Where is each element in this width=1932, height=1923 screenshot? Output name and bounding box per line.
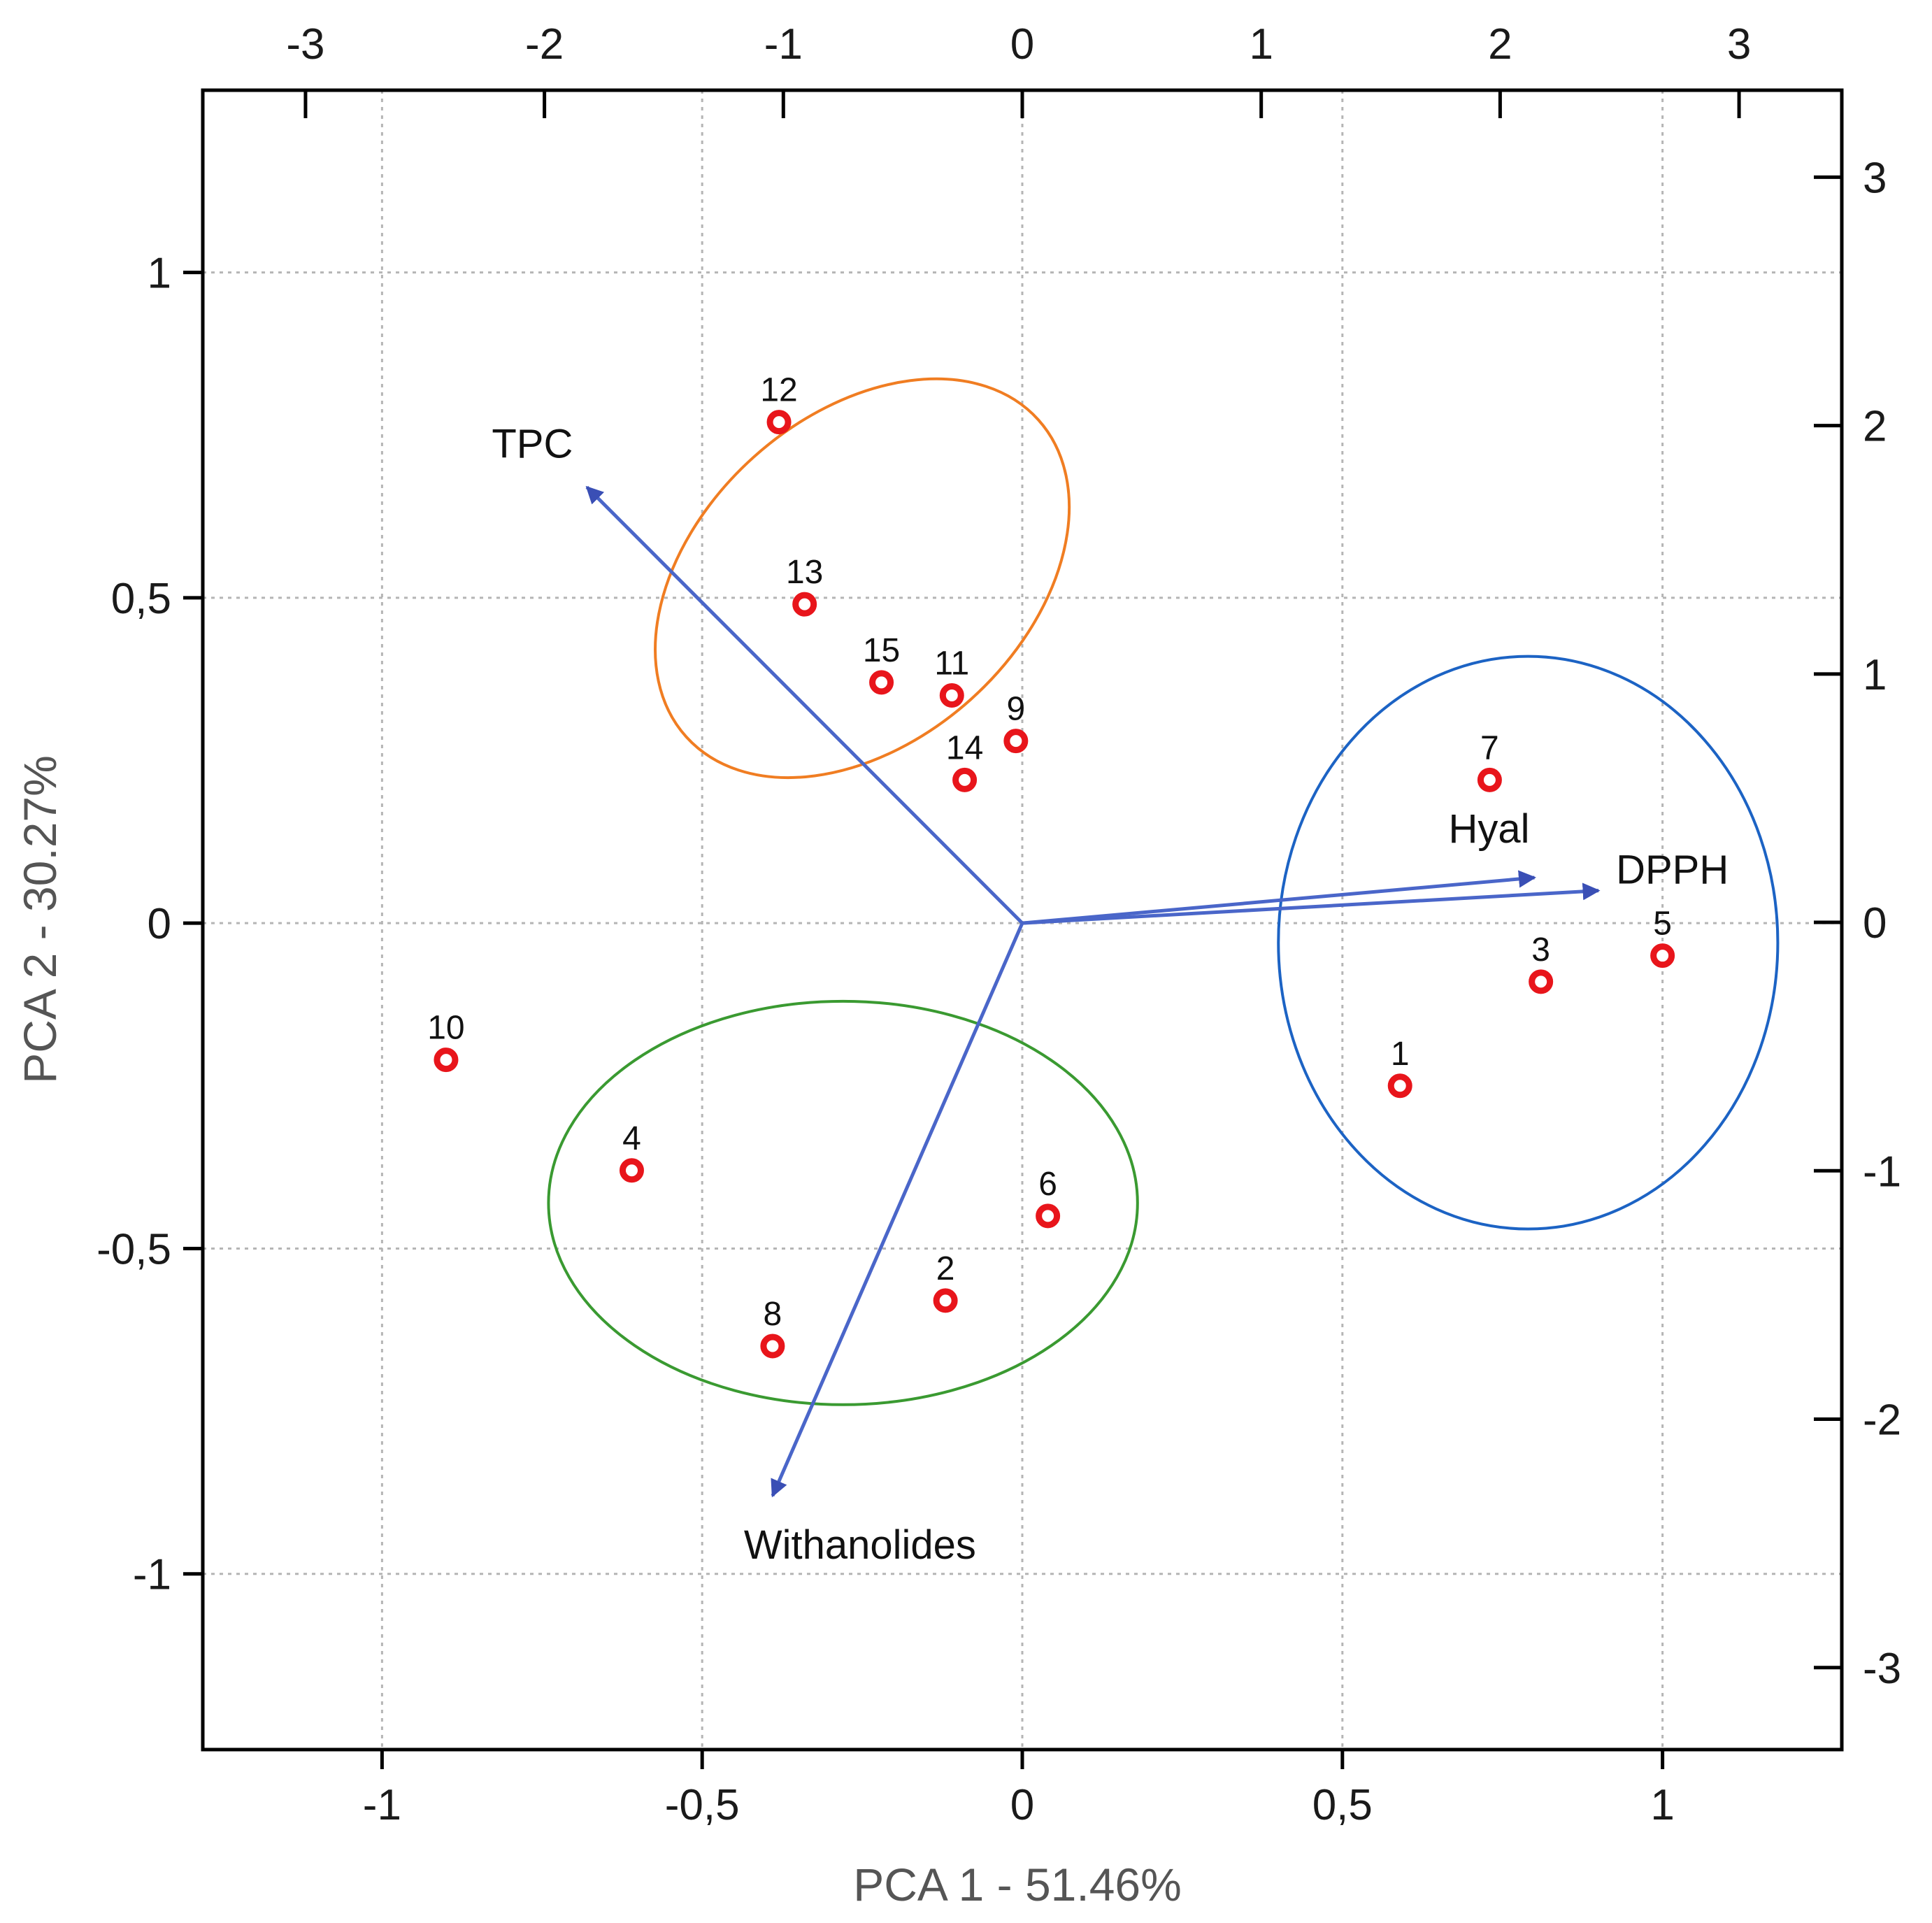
axes: -1 -0,5 0 0,5 1-1-0,500,51-3 -2 -1 0 1 2 33210-1-2…: [96, 20, 1901, 1829]
vector-label-dpph: DPPH: [1616, 848, 1729, 893]
point-4: [619, 1158, 644, 1183]
vector-label-withanolides: Withanolides: [744, 1522, 976, 1568]
point-label-1: 1: [1391, 1036, 1410, 1073]
top-tick-label: 2: [1488, 20, 1512, 69]
point-label-12: 12: [760, 372, 797, 409]
y-tick-label: 0: [148, 900, 171, 948]
point-label-2: 2: [936, 1250, 955, 1287]
vector-label-hyal: Hyal: [1448, 806, 1529, 852]
x-tick-label: 0,5: [1312, 1781, 1373, 1829]
vector-dpph: [1022, 882, 1601, 925]
point-label-13: 13: [786, 554, 823, 591]
point-label-4: 4: [622, 1120, 641, 1157]
point-label-9: 9: [1006, 691, 1025, 728]
point-label-14: 14: [946, 729, 983, 766]
y-tick-label: 0,5: [111, 575, 171, 623]
top-tick-label: 0: [1010, 20, 1034, 69]
point-label-10: 10: [427, 1010, 464, 1047]
vector-hyal: [1022, 870, 1536, 925]
y-tick-label: -1: [133, 1551, 171, 1599]
point-label-11: 11: [934, 645, 969, 682]
right-tick-label: -2: [1863, 1396, 1901, 1445]
point-label-15: 15: [863, 632, 900, 669]
vector-label-tpc: TPC: [492, 422, 573, 467]
point-2: [933, 1288, 958, 1313]
point-label-5: 5: [1653, 906, 1672, 943]
point-6: [1036, 1203, 1061, 1229]
vector-withanolides: [771, 922, 1024, 1498]
point-11: [939, 682, 964, 708]
top-tick-label: 3: [1727, 20, 1751, 69]
point-label-3: 3: [1531, 931, 1550, 968]
x-tick-label: 1: [1650, 1781, 1674, 1829]
top-tick-label: 1: [1249, 20, 1273, 69]
point-1: [1387, 1073, 1412, 1099]
y-tick-label: 1: [148, 250, 171, 298]
right-tick-label: 3: [1863, 154, 1887, 202]
cluster-ellipses: [547, 377, 1780, 1406]
point-5: [1650, 943, 1675, 968]
grid: [203, 90, 1842, 1750]
green-cluster-ellipse: [547, 999, 1139, 1406]
top-tick-label: -2: [525, 20, 564, 69]
point-7: [1477, 767, 1502, 792]
x-axis-title: PCA 1 - 51.46%: [853, 1859, 1182, 1910]
x-tick-label: -1: [363, 1781, 401, 1829]
point-label-8: 8: [764, 1296, 782, 1333]
right-tick-label: 0: [1863, 899, 1887, 948]
point-10: [434, 1048, 459, 1073]
orange-cluster-ellipse: [654, 377, 1071, 780]
point-3: [1529, 969, 1554, 994]
y-tick-label: -0,5: [96, 1225, 171, 1273]
point-label-7: 7: [1480, 729, 1499, 766]
y-axis-title: PCA 2 - 30.27%: [14, 755, 66, 1084]
right-tick-label: -1: [1863, 1148, 1901, 1196]
point-9: [1003, 729, 1029, 754]
top-tick-label: -3: [286, 20, 324, 69]
loading-vectors: TPC Hyal DPPH Withanolides: [492, 422, 1729, 1568]
point-12: [766, 410, 792, 435]
right-tick-label: 2: [1863, 403, 1887, 451]
right-tick-label: -3: [1863, 1645, 1901, 1693]
point-15: [869, 670, 894, 695]
point-13: [792, 592, 817, 617]
x-tick-label: -0,5: [665, 1781, 740, 1829]
right-tick-label: 1: [1863, 651, 1887, 699]
point-8: [760, 1334, 785, 1359]
point-14: [952, 767, 978, 792]
x-tick-label: 0: [1010, 1781, 1034, 1829]
vector-tpc: [585, 485, 1024, 924]
point-label-6: 6: [1038, 1166, 1057, 1203]
top-tick-label: -1: [764, 20, 803, 69]
blue-cluster-ellipse: [1277, 655, 1780, 1231]
